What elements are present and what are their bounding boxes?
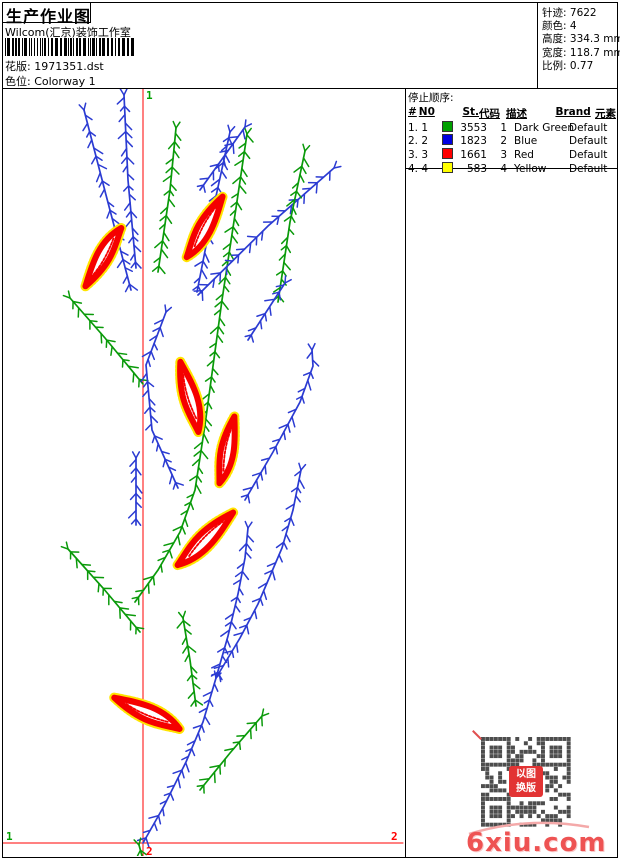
- thread-color-swatch: [442, 134, 453, 146]
- svg-text:2: 2: [391, 830, 398, 843]
- header-separator: [3, 88, 617, 89]
- stop-sequence-panel: 停止顺序: # N0 St. 代码 描述 Brand 元素 1. 1 3553 …: [408, 90, 616, 175]
- panel-divider: [405, 88, 406, 857]
- height-row: 高度: 334.3 mm: [542, 33, 620, 46]
- svg-text:2: 2: [146, 845, 153, 858]
- leaf-motif: [172, 507, 239, 571]
- colorway-value: Colorway 1: [34, 75, 96, 88]
- table-row: 1. 1 3553 1 Dark Green Default: [408, 120, 608, 134]
- title-cell: 生产作业图: [3, 3, 91, 26]
- thread-color-swatch: [442, 147, 453, 159]
- width-row: 宽度: 118.7 mm: [542, 46, 620, 59]
- leaf-motif: [181, 191, 228, 263]
- leaf-motif: [80, 223, 127, 292]
- color-count-row: 颜色: 4: [542, 20, 577, 33]
- table-row: 3. 3 1661 3 Red Default: [408, 147, 608, 161]
- design-info-panel: 针迹: 7622 颜色: 4 高度: 334.3 mm 宽度: 118.7 mm…: [537, 3, 620, 88]
- leaf-motif: [214, 411, 240, 489]
- leaf-motif: [109, 692, 185, 734]
- watermark-site: 6xiu.com: [466, 828, 607, 858]
- stop-sequence-title: 停止顺序:: [408, 92, 454, 104]
- qr-logo: 以图 换版: [509, 766, 543, 797]
- colorway-label: 色位:: [5, 75, 31, 88]
- leaf-motif: [175, 356, 206, 437]
- design-file-label: 花版:: [5, 60, 31, 73]
- sequence-table-border: [405, 168, 617, 169]
- design-file-row: 花版: 1971351.dst: [5, 58, 104, 74]
- thread-color-swatch: [442, 120, 453, 132]
- thread-color-swatch: [442, 161, 453, 173]
- stop-sequence-header: # N0 St. 代码 描述 Brand 元素: [408, 106, 616, 120]
- watermark-swoosh: [468, 821, 590, 836]
- design-file-value: 1971351.dst: [34, 60, 104, 73]
- table-row: 4. 4 583 4 Yellow Default: [408, 161, 608, 175]
- barcode: [5, 38, 138, 56]
- svg-text:1: 1: [146, 89, 153, 102]
- page-title: 生产作业图: [6, 7, 92, 26]
- svg-text:1: 1: [6, 830, 13, 843]
- studio-name: Wilcom(汇京)装饰工作室: [5, 26, 131, 39]
- scale-row: 比例: 0.77: [542, 59, 594, 72]
- colorway-row: 色位: Colorway 1: [5, 73, 96, 89]
- table-row: 2. 2 1823 2 Blue Default: [408, 134, 608, 148]
- stitch-count-row: 针迹: 7622: [542, 7, 597, 19]
